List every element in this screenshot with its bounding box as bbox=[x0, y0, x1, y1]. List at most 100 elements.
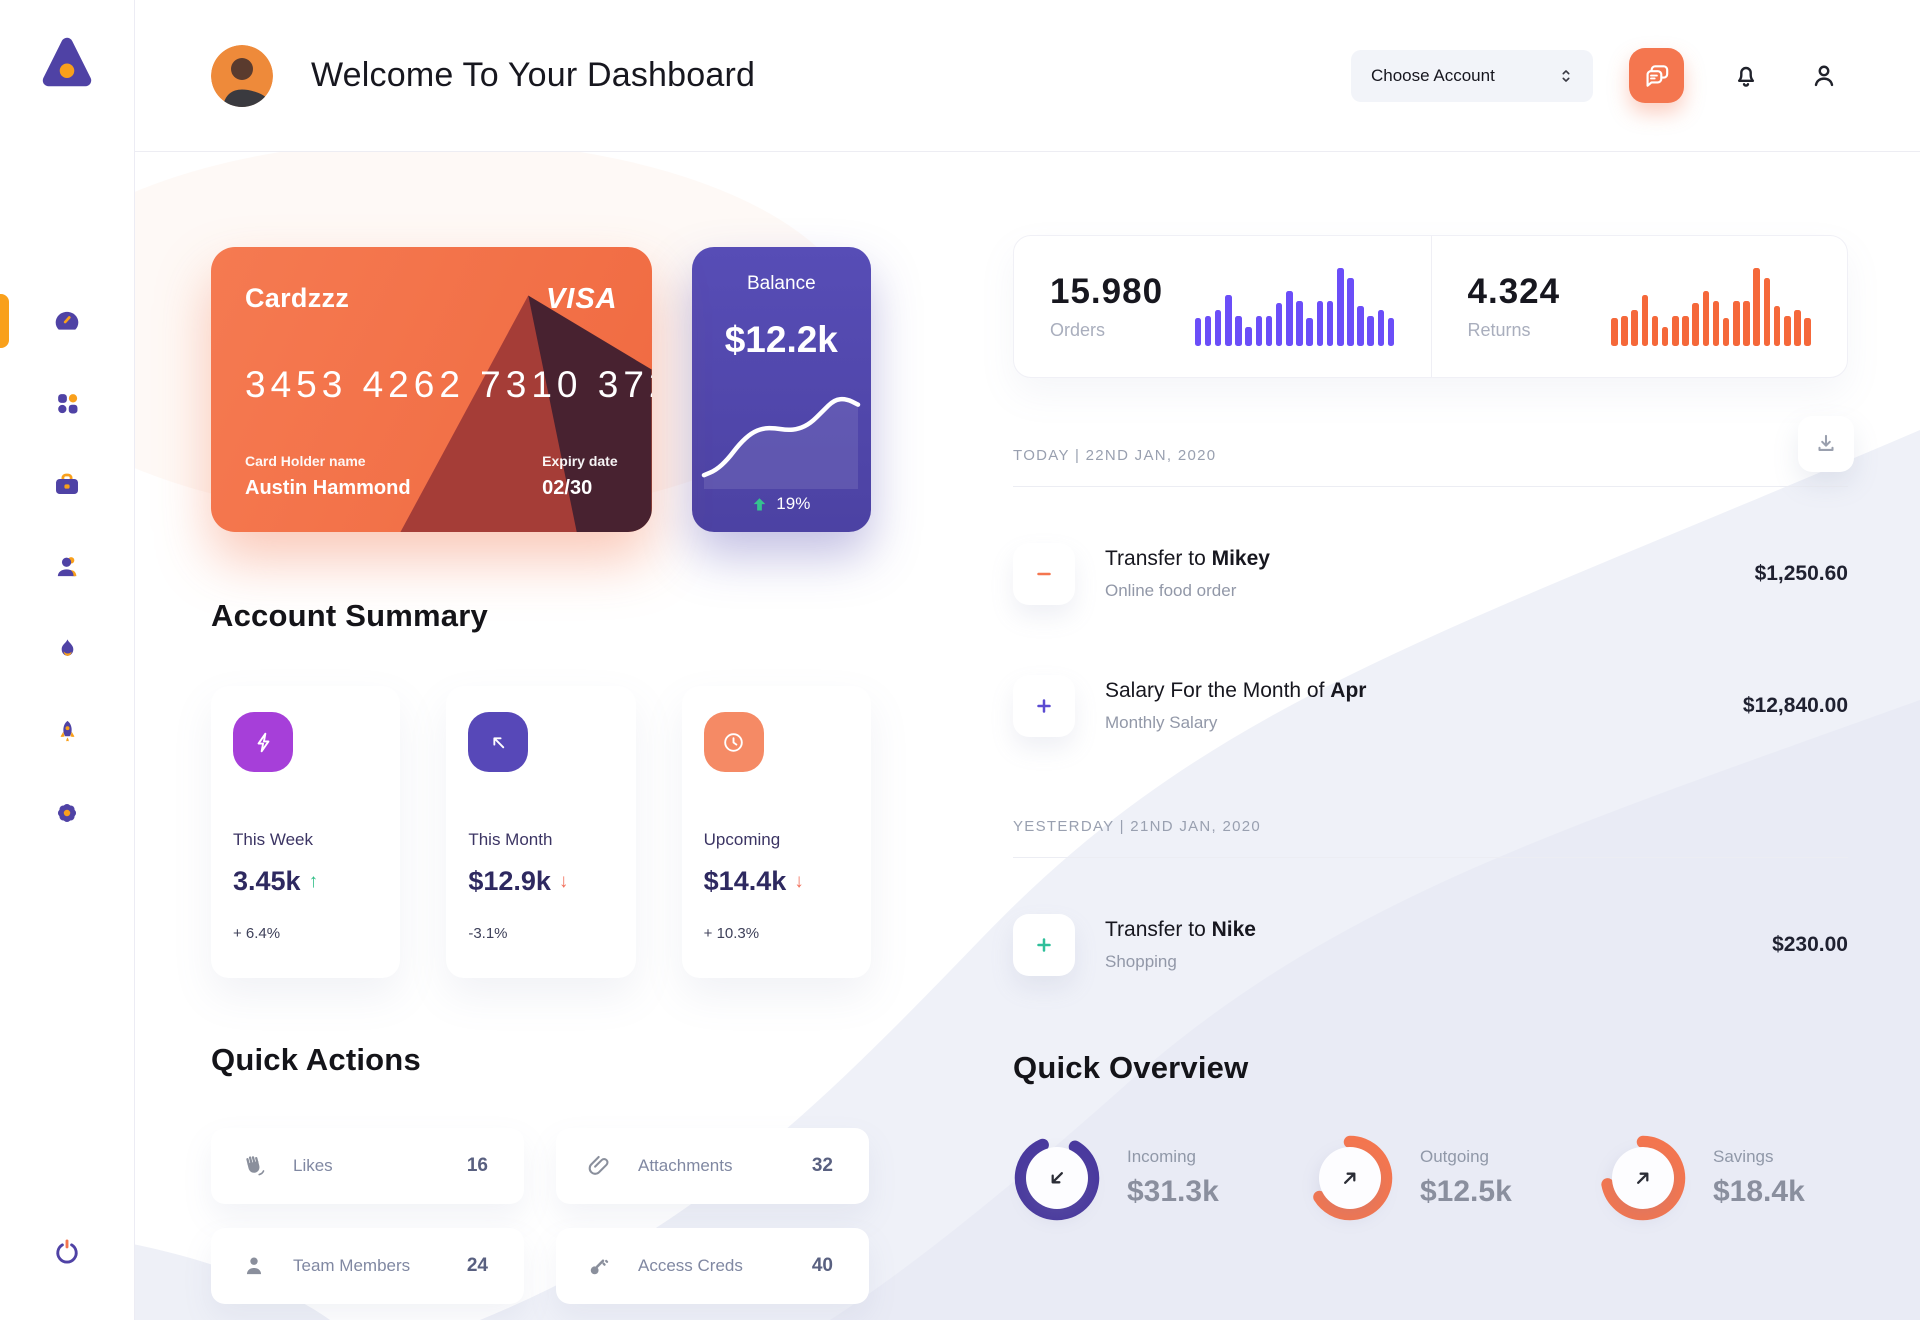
ring-inner bbox=[1026, 1147, 1088, 1209]
logout-power-button[interactable] bbox=[52, 1237, 82, 1272]
apps-grid-icon bbox=[57, 393, 77, 413]
quick-overview-heading: Quick Overview bbox=[1013, 1050, 1249, 1085]
bolt-glyph bbox=[257, 732, 269, 752]
quick-action-attachments[interactable]: Attachments 32 bbox=[556, 1128, 869, 1204]
clock-tile-icon bbox=[703, 712, 764, 772]
ring-inner bbox=[1319, 1147, 1381, 1209]
access-key-icon bbox=[590, 1259, 609, 1275]
trend-arrow-icon: ↓ bbox=[794, 870, 804, 892]
summary-card-upcoming[interactable]: Upcoming $14.4k ↓ + 10.3% bbox=[681, 686, 871, 978]
summary-value: $14.4k bbox=[703, 866, 787, 896]
sidebar-item-dashboard[interactable] bbox=[52, 306, 82, 336]
summary-label: This Month bbox=[468, 830, 553, 849]
page-title: Welcome To Your Dashboard bbox=[311, 56, 756, 94]
transaction-text: Salary For the Month of Apr Monthly Sala… bbox=[1105, 679, 1366, 733]
download-statement-button[interactable] bbox=[1798, 416, 1854, 472]
triangle-logo-icon bbox=[42, 37, 92, 87]
messages-button[interactable] bbox=[1629, 48, 1684, 103]
transaction-row-mikey[interactable]: Transfer to Mikey Online food order $1,2… bbox=[1013, 543, 1848, 605]
transaction-title: Transfer to Mikey bbox=[1105, 547, 1270, 570]
sidebar-item-portfolio[interactable] bbox=[52, 470, 82, 500]
sidebar-item-apps[interactable] bbox=[52, 388, 82, 418]
credit-card[interactable]: Cardzzz VISA 3453 4262 7310 3728 Card Ho… bbox=[211, 247, 652, 532]
card-name: Cardzzz bbox=[245, 283, 350, 313]
quick-action-likes[interactable]: Likes 16 bbox=[211, 1128, 524, 1204]
transaction-plus-icon bbox=[1013, 675, 1075, 737]
plus-icon bbox=[1037, 938, 1051, 952]
card-expiry-date: 02/30 bbox=[542, 477, 593, 499]
plus-icon bbox=[1037, 699, 1051, 713]
quick-action-team-members[interactable]: Team Members 24 bbox=[211, 1228, 524, 1304]
summary-value-row: 3.45k ↑ bbox=[233, 866, 378, 897]
summary-card-this-week[interactable]: This Week 3.45k ↑ + 6.4% bbox=[211, 686, 401, 978]
sidebar-item-launch[interactable] bbox=[52, 716, 82, 746]
card-bottom-row: Card Holder name Austin Hammond Expiry d… bbox=[245, 453, 618, 500]
cards-row: Cardzzz VISA 3453 4262 7310 3728 Card Ho… bbox=[211, 247, 871, 532]
up-arrow-icon bbox=[754, 497, 766, 510]
divider bbox=[1013, 857, 1848, 858]
transaction-group-header-yesterday: YESTERDAY | 21ND JAN, 2020 bbox=[1013, 811, 1848, 841]
notification-bell-icon bbox=[1737, 66, 1755, 87]
account-summary-heading: Account Summary bbox=[211, 598, 488, 633]
gauge-value: $12.5k bbox=[1420, 1175, 1512, 1208]
summary-value-row: $14.4k ↓ bbox=[704, 866, 849, 897]
balance-trend: 19% bbox=[752, 494, 810, 514]
quick-action-label: Team Members bbox=[293, 1256, 411, 1275]
sidebar-item-contacts[interactable] bbox=[52, 552, 82, 582]
trend-arrow-tile-icon bbox=[468, 712, 529, 772]
transaction-row-salary[interactable]: Salary For the Month of Apr Monthly Sala… bbox=[1013, 675, 1848, 737]
balance-card[interactable]: Balance $12.2k 19% bbox=[691, 247, 871, 532]
summary-delta: -3.1% bbox=[468, 925, 508, 942]
choose-account-select[interactable]: Choose Account bbox=[1351, 49, 1593, 102]
quick-actions-heading: Quick Actions bbox=[211, 1042, 421, 1077]
summary-delta: + 6.4% bbox=[233, 925, 281, 942]
arrow-up-left-glyph bbox=[493, 736, 505, 748]
main-content: Cardzzz VISA 3453 4262 7310 3728 Card Ho… bbox=[135, 152, 1920, 1320]
orders-returns-stats-card: 15.980 Orders 4.324 Returns bbox=[1013, 235, 1848, 378]
transaction-subtitle: Shopping bbox=[1105, 952, 1177, 971]
card-expiry: Expiry date 02/30 bbox=[542, 453, 617, 500]
rocket-icon bbox=[60, 720, 74, 741]
transaction-row-nike[interactable]: Transfer to Nike Shopping $230.00 bbox=[1013, 914, 1848, 976]
chat-bubbles-icon bbox=[1646, 64, 1668, 87]
profile-button[interactable] bbox=[1808, 60, 1840, 92]
sidebar-item-settings[interactable] bbox=[52, 798, 82, 828]
top-header: Welcome To Your Dashboard Choose Account bbox=[135, 0, 1920, 152]
quick-action-access-creds[interactable]: Access Creds 40 bbox=[556, 1228, 869, 1304]
divider bbox=[1013, 486, 1848, 487]
gauge-text: Outgoing $12.5k bbox=[1420, 1147, 1512, 1209]
transaction-plus-icon bbox=[1013, 914, 1075, 976]
clock-glyph bbox=[724, 732, 743, 752]
dashboard-speedometer-icon bbox=[55, 311, 79, 330]
account-summary-cards: This Week 3.45k ↑ + 6.4% This Month $12.… bbox=[211, 686, 871, 978]
quick-action-count: 24 bbox=[466, 1255, 488, 1276]
briefcase-icon bbox=[56, 473, 78, 495]
summary-card-this-month[interactable]: This Month $12.9k ↓ -3.1% bbox=[446, 686, 636, 978]
power-icon bbox=[56, 1239, 78, 1264]
transaction-amount: $12,840.00 bbox=[1742, 694, 1848, 717]
returns-label: Returns bbox=[1467, 320, 1531, 340]
transaction-group-date: YESTERDAY | 21ND JAN, 2020 bbox=[1013, 817, 1262, 835]
right-column: 15.980 Orders 4.324 Returns TODAY | 22ND… bbox=[1013, 235, 1854, 1320]
quick-action-label: Attachments bbox=[638, 1156, 733, 1175]
orders-label: Orders bbox=[1050, 320, 1106, 340]
sidebar-item-trending[interactable] bbox=[52, 634, 82, 664]
user-profile-icon bbox=[1814, 65, 1834, 86]
balance-sparkline-chart bbox=[698, 377, 864, 494]
user-avatar[interactable] bbox=[211, 44, 273, 107]
lightning-bolt-icon bbox=[233, 712, 293, 772]
quick-actions-grid: Likes 16 Attachments 32 Team Members 24 bbox=[211, 1128, 871, 1304]
transaction-text: Transfer to Nike Shopping bbox=[1105, 918, 1256, 972]
balance-value: $12.2k bbox=[724, 319, 838, 360]
flame-icon bbox=[61, 638, 73, 656]
transaction-group-date: TODAY | 22ND JAN, 2020 bbox=[1013, 446, 1217, 464]
quick-action-count: 16 bbox=[466, 1155, 488, 1176]
summary-value-row: $12.9k ↓ bbox=[468, 866, 613, 897]
transaction-amount: $230.00 bbox=[1772, 933, 1848, 956]
left-column: Cardzzz VISA 3453 4262 7310 3728 Card Ho… bbox=[211, 247, 871, 1320]
quick-overview-gauges: Incoming $31.3k Outgoing $12.5k bbox=[1013, 1134, 1848, 1222]
notifications-button[interactable] bbox=[1730, 60, 1762, 92]
gear-icon bbox=[57, 803, 77, 823]
transaction-title: Salary For the Month of Apr bbox=[1105, 679, 1367, 702]
app-logo-icon[interactable] bbox=[36, 32, 98, 94]
